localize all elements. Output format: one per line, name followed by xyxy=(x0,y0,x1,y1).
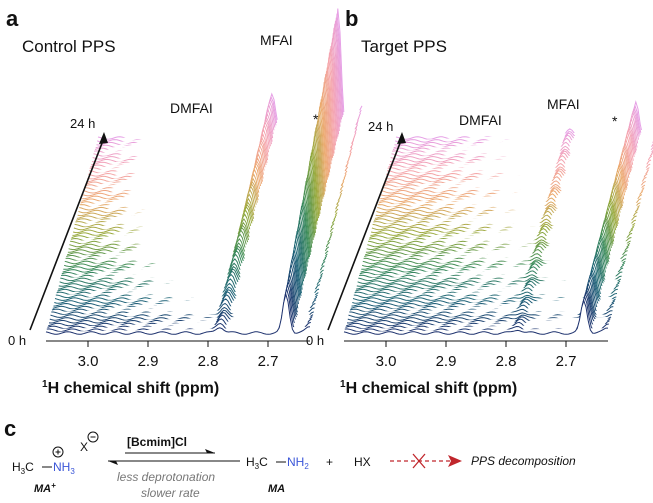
panel-b-peak-dmfai: DMFAI xyxy=(459,112,502,128)
panel-b-peak-mfai: MFAI xyxy=(547,96,580,112)
x-tick-label: 2.9 xyxy=(436,353,457,370)
panel-a-stacked-spectra xyxy=(45,8,363,335)
positive-charge-icon xyxy=(52,446,64,458)
reverse-arrowhead xyxy=(108,461,118,465)
panel-a-time-bottom: 0 h xyxy=(8,333,26,348)
panel-a-time-arrow xyxy=(29,137,105,331)
decomposition-arrowhead xyxy=(448,455,462,467)
condition-label: [Bcmim]Cl xyxy=(127,435,187,449)
panel-a-x-ticks: 3.0 2.9 2.8 2.7 xyxy=(78,341,279,370)
x-tick-label: 2.8 xyxy=(496,353,517,370)
decomposition-label: PPS decomposition xyxy=(471,454,576,468)
ma-formula: H3C xyxy=(246,455,268,471)
panel-b-peak-star: * xyxy=(612,113,618,129)
panel-b-letter: b xyxy=(345,6,358,31)
counterion-x: X xyxy=(80,440,88,454)
hx-formula: HX xyxy=(354,455,371,469)
panel-b-time-bottom: 0 h xyxy=(306,333,324,348)
panel-b-time-top: 24 h xyxy=(368,119,393,134)
panel-b-x-title: 1H chemical shift (ppm) xyxy=(340,379,517,397)
ma-plus-label: MA+ xyxy=(34,481,56,495)
spectrum-trace xyxy=(45,292,311,335)
panel-a-x-title: 1H chemical shift (ppm) xyxy=(42,379,219,397)
panel-b-x-ticks: 3.0 2.9 2.8 2.7 xyxy=(376,341,577,370)
ma-label: MA xyxy=(268,483,285,495)
panel-a-title: Control PPS xyxy=(22,37,116,56)
x-tick-label: 3.0 xyxy=(78,353,99,370)
forward-arrowhead xyxy=(205,449,215,453)
spectrum-trace xyxy=(343,298,608,335)
x-tick-label: 3.0 xyxy=(376,353,397,370)
plus-sign: + xyxy=(326,455,333,469)
ma-plus-formula: H3C xyxy=(12,460,34,476)
negative-charge-icon xyxy=(87,431,99,443)
panel-b-time-arrowhead xyxy=(397,132,406,144)
panel-b-stacked-spectra xyxy=(343,100,653,335)
ma-amine: NH2 xyxy=(287,455,309,471)
panel-c-reaction-scheme: c H3C NH3 X MA+ [Bcmim]Cl less deprotona… xyxy=(4,416,576,500)
panel-b: b Target PPS 24 h 0 h DMFAI MFAI * 3.0 2.… xyxy=(306,6,653,397)
panel-a-letter: a xyxy=(6,6,19,31)
panel-a-time-arrowhead xyxy=(99,132,108,144)
panel-a-peak-star: * xyxy=(313,111,319,127)
panel-c-letter: c xyxy=(4,416,16,441)
panel-a: a Control PPS 24 h 0 h DMFAI MFAI * 3.0 2… xyxy=(6,6,363,397)
x-tick-label: 2.8 xyxy=(198,353,219,370)
x-tick-label: 2.9 xyxy=(138,353,159,370)
panel-a-peak-dmfai: DMFAI xyxy=(170,100,213,116)
ma-plus-amine: NH3 xyxy=(53,460,75,476)
note-line-1: less deprotonation xyxy=(117,470,215,484)
panel-b-time-arrow xyxy=(327,137,403,331)
panel-a-time-top: 24 h xyxy=(70,116,95,131)
x-tick-label: 2.7 xyxy=(556,353,577,370)
x-tick-label: 2.7 xyxy=(258,353,279,370)
note-line-2: slower rate xyxy=(141,486,200,500)
panel-a-peak-mfai: MFAI xyxy=(260,32,293,48)
panel-b-title: Target PPS xyxy=(361,37,447,56)
